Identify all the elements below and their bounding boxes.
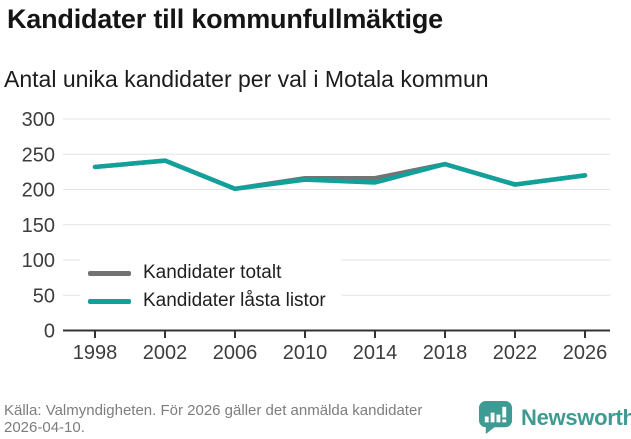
svg-text:100: 100 bbox=[22, 250, 55, 272]
brand-name: Newsworthy bbox=[521, 404, 631, 430]
total-line-swatch bbox=[88, 270, 131, 276]
svg-text:50: 50 bbox=[33, 285, 55, 307]
svg-text:2026: 2026 bbox=[563, 342, 608, 364]
svg-text:2018: 2018 bbox=[423, 342, 468, 364]
svg-text:2002: 2002 bbox=[143, 342, 188, 364]
svg-text:2014: 2014 bbox=[353, 342, 398, 364]
svg-text:250: 250 bbox=[22, 144, 55, 166]
legend-label-total: Kandidater totalt bbox=[143, 262, 282, 283]
chart-subtitle: Antal unika kandidater per val i Motala … bbox=[4, 66, 489, 92]
svg-text:200: 200 bbox=[22, 180, 55, 202]
newsworthy-logo: Newsworthy bbox=[478, 400, 631, 435]
locked-lists-line-swatch bbox=[88, 298, 131, 304]
svg-text:1998: 1998 bbox=[73, 342, 118, 364]
chart-legend: Kandidater totalt Kandidater låsta listo… bbox=[80, 251, 342, 323]
svg-text:0: 0 bbox=[44, 321, 55, 343]
page-title: Kandidater till kommunfullmäktige bbox=[7, 4, 443, 34]
legend-item-total: Kandidater totalt bbox=[88, 261, 326, 285]
svg-text:2006: 2006 bbox=[213, 342, 258, 364]
legend-item-locked-lists: Kandidater låsta listor bbox=[88, 289, 326, 313]
newsworthy-badge-icon bbox=[478, 400, 513, 435]
svg-text:150: 150 bbox=[22, 215, 55, 237]
legend-label-locked-lists: Kandidater låsta listor bbox=[143, 290, 326, 311]
source-note: Källa: Valmyndigheten. För 2026 gäller d… bbox=[4, 402, 423, 436]
svg-text:2022: 2022 bbox=[493, 342, 538, 364]
svg-text:2010: 2010 bbox=[283, 342, 328, 364]
svg-text:300: 300 bbox=[22, 109, 55, 131]
